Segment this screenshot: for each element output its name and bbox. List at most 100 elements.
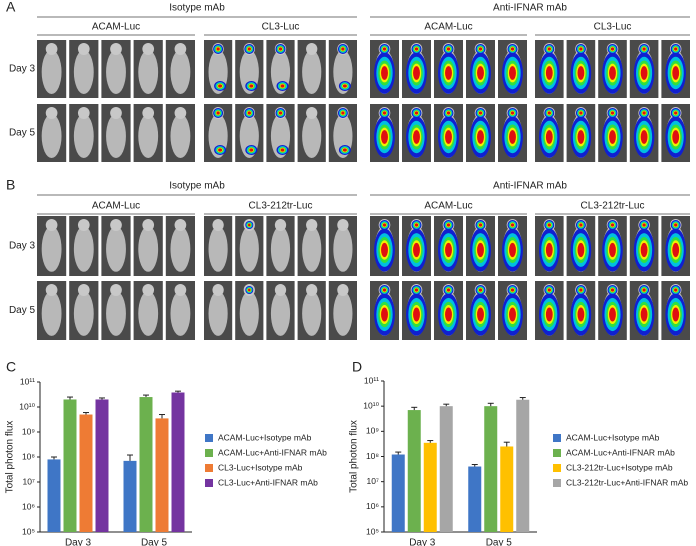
legend-label: ACAM-Luc+Anti-IFNAR mAb (566, 447, 675, 457)
mouse-body (239, 226, 259, 272)
y-tick-label: 10¹¹ (20, 376, 35, 386)
signal (477, 307, 484, 322)
y-tick-label: 10¹¹ (364, 375, 379, 385)
legend-label: CL3-Luc+Isotype mAb (218, 462, 303, 472)
mouse-image (165, 216, 195, 276)
error-bar (51, 456, 57, 460)
mouse-image (37, 281, 67, 340)
error-bar (503, 441, 510, 447)
signal (341, 111, 345, 115)
signal (672, 242, 680, 258)
row-label: Day 5 (9, 305, 36, 316)
mouse-body (208, 291, 228, 336)
mouse-body (333, 226, 353, 272)
signal (545, 242, 553, 258)
y-tick-label: 10⁵ (22, 526, 35, 536)
y-tick-label: 10⁹ (22, 426, 35, 436)
mouse-body (106, 291, 126, 336)
mouse-body (73, 291, 94, 336)
mouse-head (142, 107, 155, 119)
subgroup-title: CL3-212tr-Luc (581, 201, 645, 212)
signal (509, 307, 516, 322)
signal (579, 47, 583, 51)
legend-swatch (553, 479, 561, 487)
error-bar (159, 414, 165, 419)
error-bar (519, 397, 526, 400)
mouse-head (174, 284, 187, 296)
mouse-body (333, 291, 353, 336)
mouse-body (302, 226, 322, 272)
bar (468, 466, 482, 532)
mouse-body (73, 113, 94, 159)
signal (342, 148, 347, 152)
mouse-image (370, 281, 399, 340)
mouse-image (498, 216, 527, 276)
signal (445, 307, 452, 322)
mouse-head (77, 43, 90, 55)
signal (674, 223, 678, 227)
mouse-image (69, 281, 99, 340)
subgroup-title: CL3-Luc (594, 22, 632, 33)
bar (516, 399, 530, 532)
mouse-image (204, 216, 233, 276)
error-bar (471, 464, 478, 467)
mouse-image (235, 104, 264, 162)
signal (249, 84, 254, 88)
mouse-body (106, 226, 126, 272)
subgroup-title: ACAM-Luc (92, 22, 140, 33)
legend-swatch (205, 464, 213, 472)
mouse-image (434, 281, 463, 340)
legend-label: ACAM-Luc+Isotype mAb (566, 432, 660, 442)
signal (577, 307, 585, 322)
mouse-body (302, 113, 322, 159)
row-label: Day 5 (9, 128, 36, 139)
mouse-image (566, 104, 596, 162)
y-axis-label: Total photon flux (5, 421, 16, 494)
signal (610, 111, 615, 115)
mouse-image (498, 104, 527, 162)
mouse-image (69, 104, 99, 162)
signal (577, 242, 585, 258)
signal (382, 223, 387, 227)
mouse-body (208, 226, 228, 272)
mouse-head (45, 43, 58, 55)
signal (446, 223, 451, 227)
error-bar (443, 403, 450, 407)
mouse-image (434, 104, 463, 162)
mouse-image (297, 40, 326, 98)
signal (218, 84, 223, 88)
mouse-body (41, 113, 62, 159)
legend-swatch (553, 449, 561, 457)
subgroup-title: ACAM-Luc (424, 201, 472, 212)
panel-label: D (352, 359, 362, 375)
mouse-image (466, 281, 495, 340)
bar (500, 446, 514, 532)
mouse-image (498, 281, 527, 340)
signal (547, 111, 551, 115)
legend-label: ACAM-Luc+Isotype mAb (218, 432, 312, 442)
signal (547, 288, 551, 292)
mouse-image (69, 216, 99, 276)
mouse-body (302, 291, 322, 336)
signal (610, 288, 615, 292)
mouse-image (466, 40, 495, 98)
signal (579, 111, 583, 115)
mouse-image (629, 104, 659, 162)
legend-label: CL3-212tr-Luc+Isotype mAb (566, 462, 673, 472)
signal (674, 288, 678, 292)
row-label: Day 3 (9, 241, 36, 252)
mouse-image (328, 40, 357, 98)
mouse-body (138, 113, 159, 159)
bar (63, 399, 77, 532)
signal (509, 130, 516, 144)
mouse-image (266, 40, 295, 98)
signal (545, 66, 553, 80)
mouse-image (598, 104, 627, 162)
mouse-image (165, 40, 195, 98)
signal (280, 84, 285, 88)
mouse-image (133, 40, 163, 98)
mouse-image (328, 281, 357, 340)
mouse-head (45, 219, 58, 231)
mouse-image (204, 40, 233, 98)
mouse-image (598, 281, 627, 340)
